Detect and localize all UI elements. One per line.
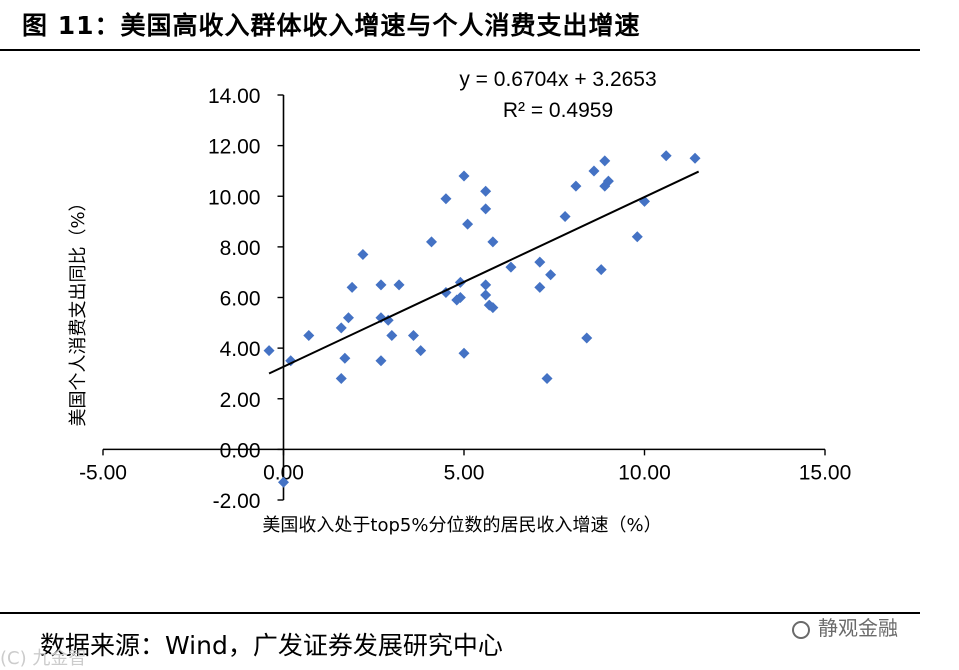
y-tick-label: 12.00 [208,136,261,159]
figure-title: 图 11：美国高收入群体收入增速与个人消费支出增速 [22,11,641,40]
data-point [480,203,492,215]
x-axis-label: 美国收入处于top5%分位数的居民收入增速（%） [262,515,661,536]
source-note: 数据来源：Wind，广发证券发展研究中心 [40,631,503,660]
data-point [458,170,470,182]
data-point [487,302,499,314]
data-point [541,373,553,384]
trendline [268,170,700,375]
data-point [393,279,405,291]
y-tick-label: 0.00 [220,439,261,462]
chart-axes: -5.00 0.00 5.00 10.00 15.00-2.000.002.004.00… [79,85,851,513]
data-point [303,329,315,341]
data-point [263,345,275,357]
data-point [458,347,470,359]
y-tick-label: 14.00 [208,85,261,108]
data-point [440,193,452,205]
data-point [454,292,466,303]
data-point [407,329,419,341]
data-point [339,352,351,364]
corner-watermark: (C) 九金智 [0,648,87,669]
data-point [462,218,474,230]
data-point [357,248,369,260]
data-point [480,279,492,291]
y-tick-label: 4.00 [220,338,261,361]
data-point [386,329,398,341]
data-point [335,322,347,334]
watermark-text: 静观金融 [818,616,898,640]
data-point [375,355,387,367]
data-point [480,185,492,197]
data-point [534,281,546,293]
data-point [487,236,499,248]
trendline-r-squared: R² = 0.4959 [503,99,613,122]
top-rule [0,49,920,51]
y-tick-label: 8.00 [220,237,261,260]
data-point [588,165,600,177]
data-point [426,236,438,248]
x-tick-label: 5.00 [444,461,485,484]
y-tick-label: -2.00 [213,490,261,513]
data-point [570,180,582,192]
data-point [581,332,593,344]
data-point [375,279,387,291]
data-point [660,150,672,162]
watermark: 静观金融 [792,612,898,641]
x-tick-label: 0.00 [263,461,304,484]
data-point [505,261,517,273]
data-point [415,345,427,357]
data-point [346,281,358,293]
data-point [545,269,557,281]
data-point [534,256,546,268]
data-point [631,231,643,243]
wechat-icon [792,620,810,639]
bottom-rule [0,612,920,614]
data-point [480,289,492,301]
data-point [342,312,354,324]
y-tick-label: 2.00 [220,389,261,412]
data-point [335,373,347,384]
data-point [595,264,607,276]
scatter-chart: -5.00 0.00 5.00 10.00 15.00-2.000.002.004.00… [68,68,851,536]
data-point [382,314,394,326]
y-axis-label: 美国个人消费支出同比（%） [68,193,89,426]
y-tick-label: 10.00 [208,186,261,209]
data-point [599,155,611,167]
data-points [263,150,701,488]
x-tick-label: 15.00 [799,461,852,484]
x-tick-label: 10.00 [618,461,671,484]
data-point [602,175,614,187]
x-tick-label: -5.00 [79,461,127,484]
trendline-equation: y = 0.6704x + 3.2653 [459,68,656,91]
trendline-group [268,170,700,375]
data-point [278,476,289,488]
data-point [559,211,571,222]
data-point [689,152,701,164]
y-tick-label: 6.00 [220,288,261,311]
